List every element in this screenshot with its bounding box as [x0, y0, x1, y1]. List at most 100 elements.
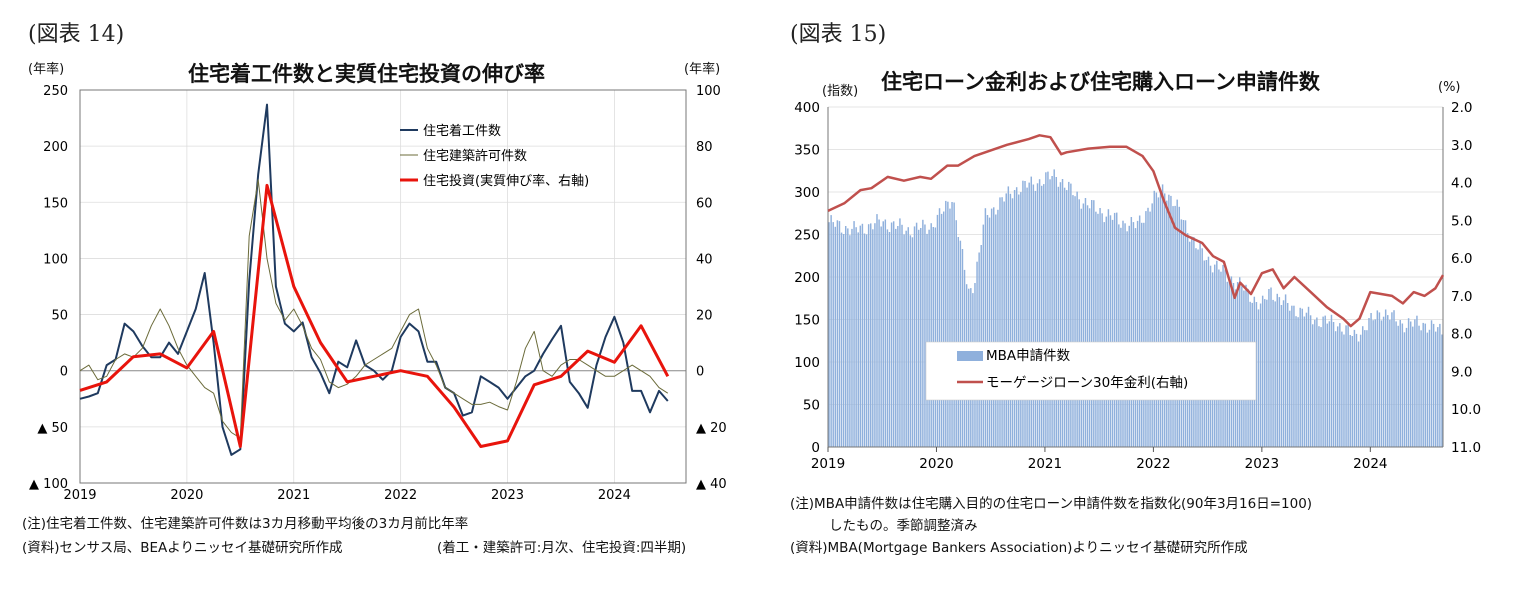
y-right-tick-label: 100 [696, 84, 721, 99]
bar-mba [849, 235, 851, 447]
bar-mba [1143, 222, 1145, 447]
bar-mba [1159, 189, 1162, 447]
bar-mba [1307, 306, 1310, 447]
bar-mba [1293, 305, 1295, 447]
legend-label-starts: 住宅着工件数 [423, 123, 501, 139]
bar-mba [840, 232, 843, 447]
bar-mba [1111, 219, 1114, 447]
bar-mba [842, 234, 845, 447]
bar-mba [903, 234, 905, 447]
bar-mba [1082, 203, 1085, 447]
chart-15-plot: 400 350 300 250 200 150 100 50 0 2.0 3.0 4.0 5.0 6.0 7… [794, 100, 1481, 472]
bar-mba [1280, 305, 1283, 447]
y-left-tick-label: 350 [794, 143, 820, 159]
bar-mba [888, 232, 891, 447]
bar-mba [1391, 312, 1393, 447]
bar-mba [1018, 194, 1020, 447]
x-tick-label: 2022 [1136, 456, 1170, 472]
chart-14-right-axis-unit: (年率) [684, 62, 721, 77]
bar-mba [1370, 313, 1372, 447]
bar-mba [1314, 319, 1316, 447]
bar-mba [1086, 205, 1089, 447]
bar-mba [953, 202, 955, 447]
bar-mba [1349, 335, 1351, 447]
bar-mba [909, 235, 912, 447]
bar-mba [1001, 197, 1003, 447]
chart-15-right-axis-unit: (%) [1438, 80, 1461, 95]
bar-mba [1005, 193, 1007, 447]
bar-mba [1380, 320, 1383, 447]
bar-mba [955, 220, 957, 447]
y-left-tick-label: 100 [43, 252, 68, 267]
bar-mba [863, 233, 866, 447]
bar-mba [995, 214, 997, 447]
bar-mba [1078, 199, 1080, 447]
bar-mba [1099, 208, 1101, 447]
bar-mba [1336, 326, 1339, 447]
chart-14-note-1: (注)住宅着工件数、住宅建築許可件数は3カ月移動平均後の3カ月前比年率 [22, 516, 469, 532]
bar-mba [1272, 299, 1274, 447]
chart-15-note-2: したもの。季節調整済み [829, 518, 978, 534]
y-left-tick-label: ▲ 100 [29, 477, 68, 492]
bar-mba [1401, 323, 1404, 447]
x-tick-label: 2019 [63, 488, 96, 503]
bar-mba [1407, 318, 1410, 447]
bar-mba [1297, 317, 1299, 447]
bar-mba [1032, 184, 1035, 447]
x-tick-label: 2019 [811, 456, 845, 472]
bar-mba [1126, 231, 1128, 447]
bar-mba [1372, 320, 1374, 447]
y-left-tick-label: 150 [43, 196, 68, 211]
bar-mba [1095, 211, 1097, 447]
x-tick-label: 2024 [598, 488, 631, 503]
bar-mba [934, 227, 937, 447]
bar-mba [1268, 289, 1270, 447]
bar-mba [1359, 334, 1362, 447]
bar-mba [847, 228, 849, 447]
bar-mba [857, 232, 859, 447]
bar-mba [1264, 299, 1266, 447]
bar-mba [1357, 341, 1360, 447]
bar-mba [1101, 213, 1103, 447]
chart-15-note-1: (注)MBA申請件数は住宅購入目的の住宅ローン申請件数を指数化(90年3月16日… [790, 496, 1313, 512]
bar-mba [1434, 331, 1437, 447]
bar-mba [1389, 319, 1391, 447]
series-line-mortgage [827, 134, 1445, 328]
bar-mba [1276, 293, 1278, 447]
y-left-tick-label: 150 [794, 313, 820, 329]
bar-mba [1088, 208, 1091, 447]
bar-mba [1103, 222, 1105, 447]
chart-14-note-frequency: (着工・建築許可:月次、住宅投資:四半期) [437, 540, 687, 556]
bar-mba [911, 237, 914, 447]
bar-mba [1155, 192, 1158, 447]
bar-mba [1026, 187, 1028, 447]
bar-mba [1180, 219, 1183, 447]
bar-mba [859, 225, 862, 447]
chart-15-note-3: (資料)MBA(Mortgage Bankers Association)よりニ… [790, 540, 1248, 556]
bar-mba [1065, 190, 1068, 447]
bar-mba [940, 213, 943, 447]
bar-mba [1374, 319, 1376, 447]
bar-mba [1282, 300, 1285, 447]
bar-mba [1393, 310, 1395, 447]
y-right-tick-label: 6.0 [1451, 251, 1472, 267]
bar-mba [922, 219, 924, 447]
bar-mba [1299, 307, 1301, 447]
chart-15-title: 住宅ローン金利および住宅購入ローン申請件数 [881, 70, 1320, 94]
bar-mba [1332, 322, 1335, 447]
y-right-tick-label: ▲ 20 [696, 421, 727, 436]
bar-mba [1347, 324, 1349, 447]
bar-mba [949, 208, 951, 447]
bar-mba [917, 229, 920, 447]
bar-mba [1368, 318, 1370, 447]
y-right-tick-label: 9.0 [1451, 364, 1472, 380]
bar-mba [1412, 326, 1414, 447]
y-left-tick-label: 300 [794, 185, 820, 201]
y-left-tick-label: 200 [43, 140, 68, 155]
x-tick-label: 2020 [170, 488, 203, 503]
bar-mba [1326, 323, 1329, 447]
y-left-tick-label: 50 [803, 398, 820, 414]
bar-mba [855, 227, 857, 447]
bar-mba [1286, 303, 1289, 447]
